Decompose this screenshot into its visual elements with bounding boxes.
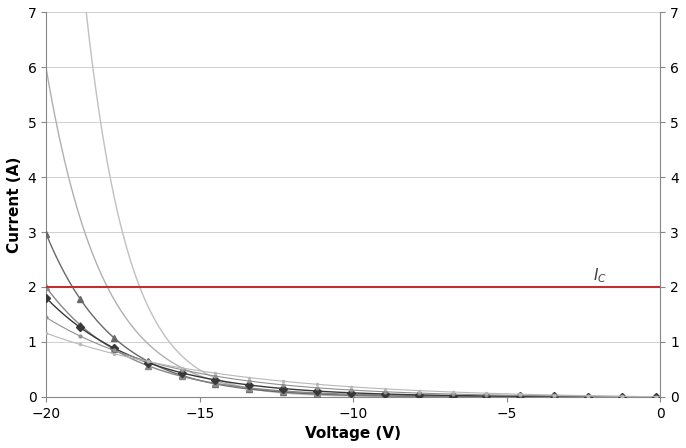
X-axis label: Voltage (V): Voltage (V) [305, 426, 401, 441]
Text: $I_C$: $I_C$ [593, 267, 606, 285]
Y-axis label: Current (A): Current (A) [7, 156, 22, 253]
